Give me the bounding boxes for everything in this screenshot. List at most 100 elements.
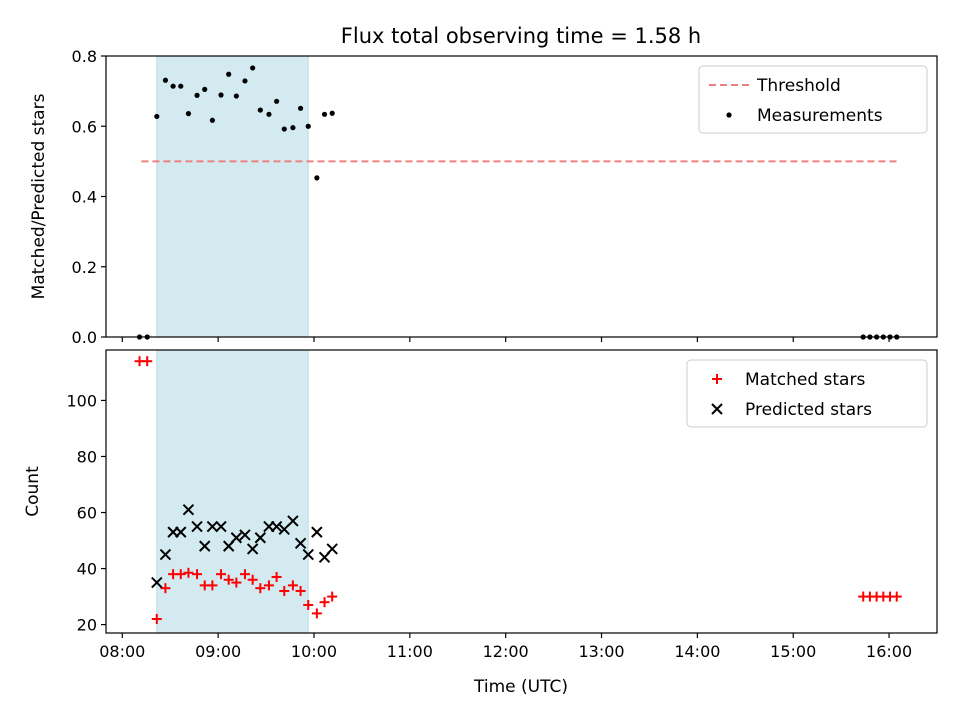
y-tick-label: 0.2 (72, 258, 97, 277)
x-tick-label: 10:00 (291, 642, 337, 661)
data-point (239, 569, 250, 580)
legend-swatch (712, 374, 722, 384)
data-point (239, 529, 251, 541)
x-tick-label: 13:00 (578, 642, 624, 661)
data-point (327, 591, 338, 602)
x-tick-label: 15:00 (770, 642, 816, 661)
data-point (311, 608, 322, 619)
data-point (142, 356, 153, 367)
data-point (329, 110, 335, 116)
legend-entry: Threshold (709, 76, 841, 96)
data-point (151, 613, 162, 624)
y-tick-label: 0.4 (72, 188, 97, 207)
data-point (279, 585, 290, 596)
data-point (295, 585, 306, 596)
legend-label: Matched stars (745, 370, 865, 390)
y-tick-label: 100 (66, 391, 97, 410)
chart-title: Flux total observing time = 1.58 h (341, 24, 701, 48)
data-point (162, 77, 169, 83)
data-point (305, 123, 311, 129)
data-point (294, 537, 307, 550)
x-tick-label: 11:00 (387, 642, 433, 661)
observing-window (156, 55, 309, 338)
y-axis-label: Matched/Predicted stars (29, 93, 49, 299)
data-point (290, 125, 296, 131)
data-point (247, 574, 258, 585)
y-tick-label: 0.8 (72, 47, 97, 66)
legend-entry: Predicted stars (711, 400, 872, 420)
data-point (183, 567, 194, 578)
data-point (175, 526, 187, 538)
data-point (192, 569, 203, 580)
data-point (233, 93, 239, 99)
data-point (202, 86, 208, 92)
data-point (242, 78, 248, 84)
data-point (257, 107, 263, 113)
data-point (215, 520, 227, 533)
x-tick-label: 08:00 (99, 642, 145, 661)
data-point (159, 548, 172, 561)
y-tick-label: 20 (77, 616, 97, 635)
data-point (191, 520, 203, 533)
data-point (170, 83, 176, 89)
data-point (311, 526, 323, 538)
data-point (319, 597, 330, 608)
data-point (297, 105, 304, 111)
series-predicted-stars (151, 504, 338, 589)
legend-label: Threshold (756, 76, 841, 96)
data-point (314, 175, 320, 181)
series-matched-stars (134, 356, 902, 624)
y-axis-label: Count (23, 466, 43, 517)
legend-entry: Measurements (726, 106, 883, 126)
data-point (266, 111, 272, 117)
y-tick-label: 40 (77, 560, 97, 579)
data-point (154, 113, 160, 120)
data-point (226, 71, 232, 77)
data-point (185, 111, 192, 117)
data-point (199, 540, 211, 552)
x-axis-label: Time (UTC) (473, 677, 568, 697)
data-point (250, 65, 256, 71)
data-point (209, 117, 215, 123)
data-point (302, 548, 314, 561)
data-point (271, 571, 282, 582)
data-point (218, 92, 224, 98)
data-point (216, 569, 227, 580)
y-tick-label: 80 (77, 447, 97, 466)
x-tick-label: 09:00 (195, 642, 241, 661)
data-point (151, 576, 163, 589)
series-measurements (136, 65, 900, 340)
legend-box (686, 359, 928, 428)
data-point (255, 583, 266, 594)
data-point (254, 532, 267, 544)
data-point (182, 504, 195, 516)
data-point (230, 532, 243, 544)
data-point (287, 515, 299, 527)
data-point (326, 543, 338, 555)
legend-entry: Matched stars (712, 370, 865, 390)
data-point (178, 83, 184, 89)
legend-label: Predicted stars (745, 400, 872, 420)
y-tick-label: 0.6 (72, 117, 97, 136)
x-tick-label: 16:00 (866, 642, 912, 661)
data-point (231, 577, 242, 588)
data-point (321, 111, 328, 117)
y-tick-label: 60 (77, 504, 97, 523)
legend-label: Measurements (757, 106, 883, 126)
observing-window (156, 349, 309, 634)
data-point (270, 520, 283, 533)
data-point (274, 98, 280, 104)
ratio-panel: 0.0 0.2 0.4 0.6 0.8 Matched/Predicted stars Th… (29, 47, 938, 347)
data-point (287, 580, 298, 591)
legend: Matched stars Predicted stars (686, 359, 928, 428)
data-point (160, 583, 171, 594)
legend-swatch (711, 403, 723, 415)
count-panel: 08:00 09:00 10:00 11:00 12:00 13:00 14:00 15:00… (23, 349, 938, 661)
data-point (194, 92, 200, 98)
data-point (263, 580, 274, 591)
data-point (206, 520, 219, 533)
x-tick-label: 14:00 (674, 642, 720, 661)
legend: Threshold Measurements (698, 65, 928, 134)
data-point (175, 569, 186, 580)
